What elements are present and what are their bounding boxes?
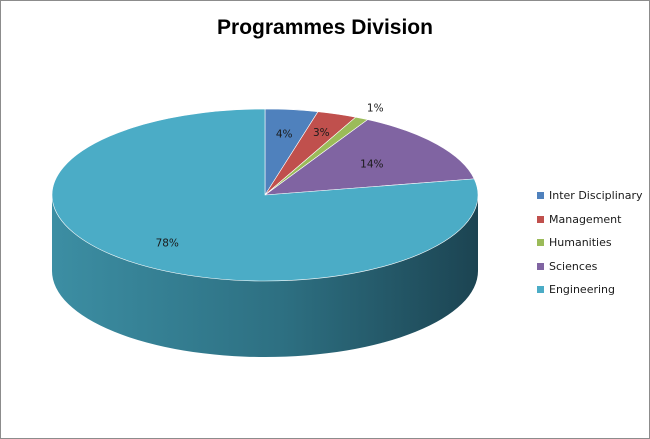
legend: Inter Disciplinary Management Humanities Sc… [537,184,643,302]
legend-label: Inter Disciplinary [549,189,643,203]
legend-label: Engineering [549,283,615,297]
legend-label: Management [549,212,622,226]
legend-swatch [537,192,544,200]
data-label-engineering: 78% [156,238,179,250]
legend-label: Humanities [549,236,612,250]
data-label-management: 3% [313,127,330,139]
chart-title: Programmes Division [217,16,433,39]
legend-item-humanities: Humanities [537,231,643,255]
legend-item-engineering: Engineering [537,278,643,302]
legend-item-management: Management [537,208,643,232]
pie-side-engineering [52,195,478,357]
pie-slice-engineering [51,108,479,282]
data-label-inter-disciplinary: 4% [276,129,293,141]
pie-top [51,108,479,282]
pie-slice-sciences [263,119,475,196]
data-label-humanities: 1% [367,103,384,115]
legend-swatch [537,215,544,223]
legend-swatch [537,262,544,270]
pie-data-labels: 4% 3% 1% 14% 78% [156,103,384,250]
legend-item-inter-disciplinary: Inter Disciplinary [537,184,643,208]
legend-item-sciences: Sciences [537,255,643,279]
legend-swatch [537,239,544,247]
data-label-sciences: 14% [360,159,383,171]
pie-side [52,195,478,357]
legend-swatch [537,286,544,294]
legend-label: Sciences [549,259,598,273]
